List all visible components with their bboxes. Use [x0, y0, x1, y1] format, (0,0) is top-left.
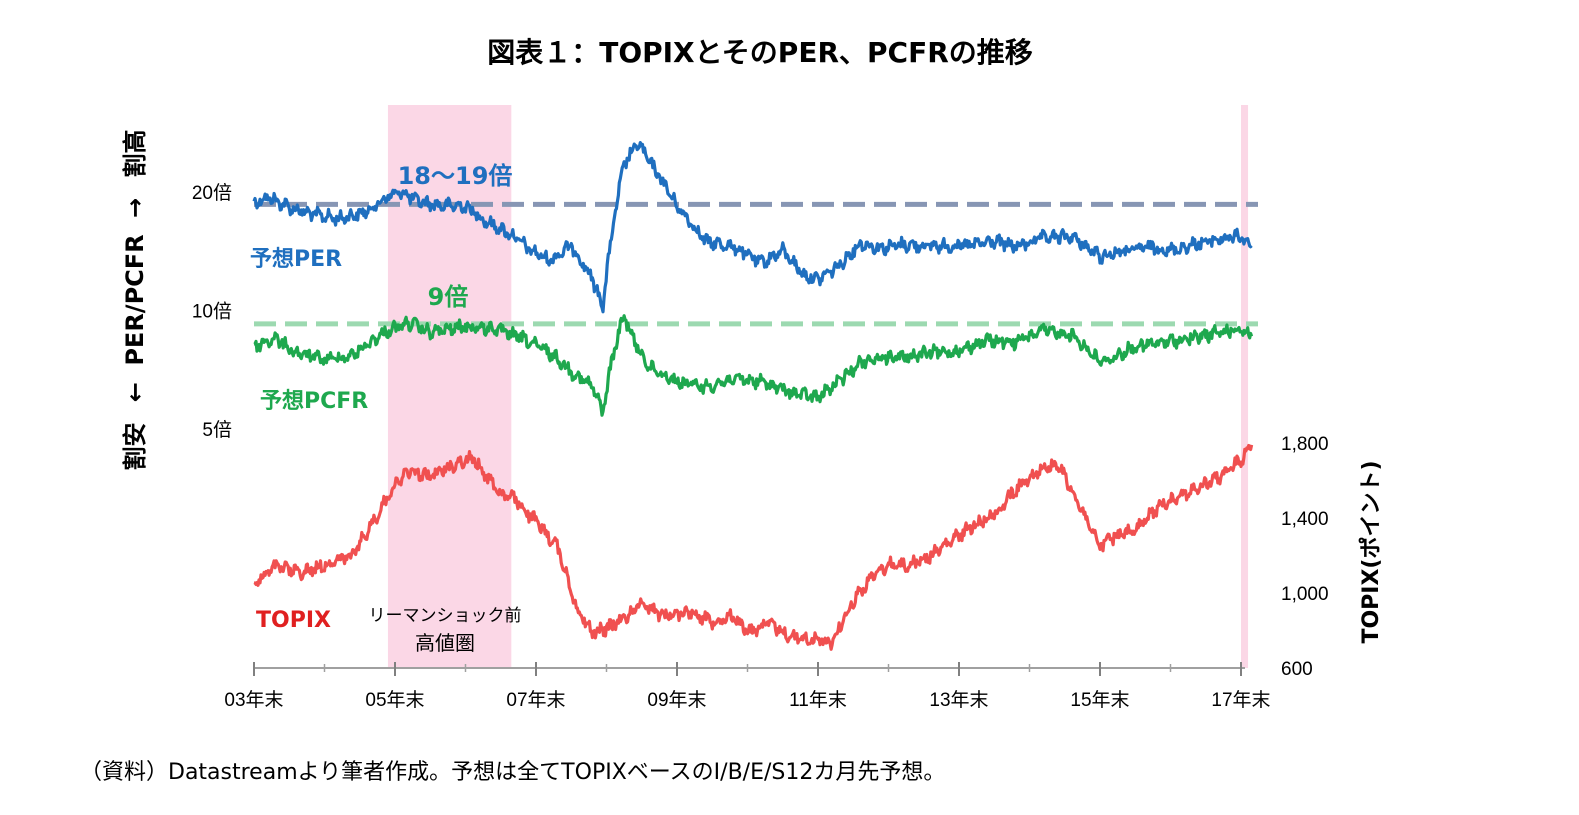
series-lines [252, 141, 1254, 651]
source-note: （資料）Datastreamより筆者作成。予想は全てTOPIXベースのI/B/E… [80, 760, 945, 785]
shaded-period-1 [1241, 105, 1249, 668]
right-axis-label: TOPIX(ポイント) [1358, 460, 1384, 643]
reference-label-per: 18〜19倍 [398, 162, 513, 190]
shade-annotation-line2: 高値圏 [415, 631, 475, 655]
shade-annotation-line1: リーマンショック前 [369, 606, 522, 626]
right-tick-label-2: 1,000 [1281, 584, 1329, 605]
left-axis-label-arrow-right: → [121, 198, 149, 218]
x-tick-label-1: 05年末 [365, 689, 424, 711]
svg-text:割安 ← PER/PCFR: 割安 ← PER/PCFR → 割高 [121, 130, 149, 471]
left-axis-label-cheap: 割安 [121, 422, 149, 470]
shaded-periods [387, 105, 1249, 668]
series-label-per: 予想PER [250, 247, 342, 272]
right-tick-label-0: 1,800 [1281, 434, 1329, 455]
series-line-1 [253, 314, 1254, 417]
x-tick-label-2: 07年末 [506, 689, 565, 711]
x-tick-label-3: 09年末 [647, 689, 706, 711]
series-line-0 [252, 141, 1253, 314]
left-tick-label-2: 5倍 [202, 419, 232, 441]
left-axis-label-expensive: 割高 [121, 130, 149, 178]
left-axis-label: 割安 ← PER/PCFR → 割高 [121, 130, 149, 471]
chart-title: 図表１：TOPIXとそのPER、PCFRの推移 [487, 36, 1033, 69]
left-axis-label-metric: PER/PCFR [121, 234, 149, 365]
right-tick-label-1: 1,400 [1281, 509, 1329, 530]
left-tick-label-1: 10倍 [192, 301, 232, 323]
x-ticks: 03年末 05年末 07年末 09年末 11年末 13年末 15年末 17年末 [224, 662, 1271, 711]
left-axis-label-arrow-left: ← [121, 382, 149, 402]
x-tick-label-0: 03年末 [224, 689, 283, 711]
x-tick-label-5: 13年末 [929, 689, 988, 711]
x-tick-label-6: 15年末 [1070, 689, 1129, 711]
series-label-topix: TOPIX [256, 608, 331, 633]
series-label-pcfr: 予想PCFR [260, 389, 368, 414]
reference-label-pcfr: 9倍 [428, 283, 469, 311]
left-tick-label-0: 20倍 [192, 182, 232, 204]
left-axis-ticks: 20倍 10倍 5倍 [192, 182, 232, 441]
right-tick-label-3: 600 [1281, 659, 1313, 680]
right-axis-ticks: 1,800 1,400 1,000 600 [1281, 434, 1329, 680]
x-tick-label-4: 11年末 [789, 689, 847, 711]
series-line-2 [253, 443, 1254, 651]
right-axis-label-text: TOPIX(ポイント) [1358, 460, 1384, 643]
x-tick-label-7: 17年末 [1211, 689, 1270, 711]
